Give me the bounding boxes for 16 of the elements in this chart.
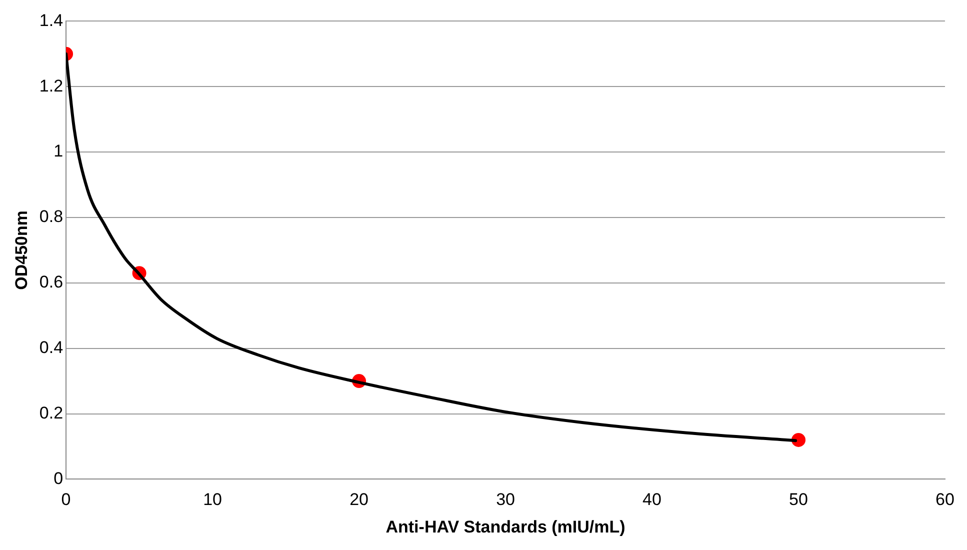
y-tick-label: 0.8 xyxy=(39,207,64,226)
x-tick-label: 10 xyxy=(203,490,222,510)
x-axis-title: Anti-HAV Standards (mIU/mL) xyxy=(386,517,626,536)
x-tick-label: 50 xyxy=(789,490,808,510)
y-tick-label: 0 xyxy=(54,468,64,488)
y-axis-title: OD450nm xyxy=(12,210,31,290)
y-tick-label: 0.6 xyxy=(39,272,64,292)
y-tick-label: 1 xyxy=(54,142,64,161)
y-tick-label: 1.4 xyxy=(39,10,64,30)
y-tick-label: 0.2 xyxy=(39,403,64,422)
y-tick-label: 0.4 xyxy=(39,338,64,358)
x-tick-label: 20 xyxy=(350,490,368,510)
x-tick-label: 30 xyxy=(496,490,515,510)
y-tick-label: 1.2 xyxy=(39,76,64,96)
x-tick-label: 40 xyxy=(642,490,662,510)
x-tick-label: 60 xyxy=(936,490,954,510)
